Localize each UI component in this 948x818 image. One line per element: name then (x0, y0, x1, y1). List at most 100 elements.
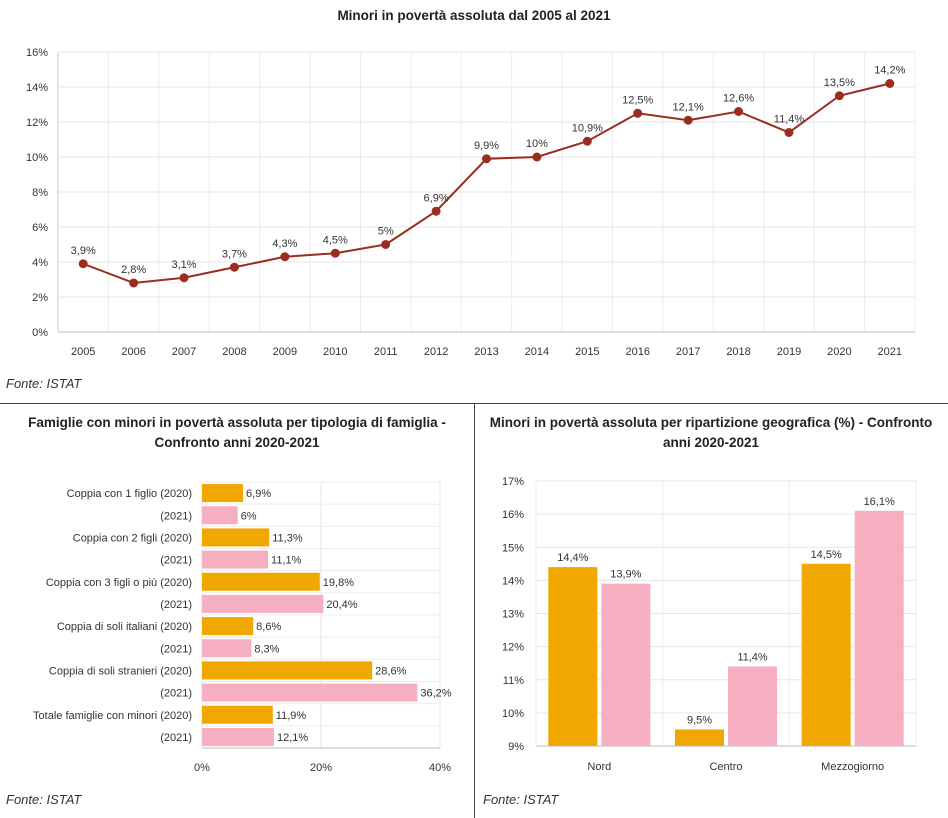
data-point (482, 154, 491, 164)
bar (548, 567, 598, 746)
bar (801, 563, 851, 746)
data-label: 36,2% (420, 688, 451, 700)
data-label: 4,3% (272, 238, 297, 250)
data-label: 28,6% (375, 665, 406, 677)
category-label: Coppia con 2 figli (2020) (73, 532, 192, 544)
vbar-chart: 9% 10% 11% 12% 13% 14% 15% 16% 17% Nord 14,4% 13,9%… (502, 476, 917, 773)
data-label: 13,9% (610, 569, 641, 581)
data-label: 11,1% (271, 555, 302, 567)
bar (675, 729, 724, 746)
category-label: (2021) (160, 688, 192, 700)
bar (202, 705, 273, 724)
category-label: Coppia di soli italiani (2020) (57, 621, 192, 633)
y-tick-label: 6% (32, 222, 48, 234)
x-tick-label: 2012 (424, 346, 448, 358)
bar (202, 550, 269, 569)
line-chart-source: Fonte: ISTAT (6, 376, 82, 391)
data-label: 12,6% (723, 93, 754, 105)
data-point (885, 79, 895, 88)
vbar-chart-title: Minori in povertà assoluta per ripartizi… (489, 415, 933, 450)
series-line (82, 82, 891, 285)
category-label: (2021) (160, 555, 192, 567)
hbar-chart: 0% 20% 40% Coppia con 1 figlio (2020) 6,9% (2… (33, 481, 452, 774)
data-label: 3,9% (71, 245, 96, 257)
data-point (431, 206, 441, 216)
y-tick-label: 17% (502, 476, 524, 488)
data-point (129, 278, 139, 288)
category-label: Nord (587, 761, 611, 773)
x-tick-label: 2014 (525, 346, 549, 358)
y-tick-label: 16% (502, 509, 524, 521)
data-point (532, 152, 542, 162)
data-label: 2,8% (121, 264, 146, 276)
y-tick-label: 12% (26, 117, 48, 129)
y-tick-label: 10% (502, 708, 524, 720)
vbar-chart-source: Fonte: ISTAT (483, 792, 559, 807)
y-tick-label: 8% (32, 187, 48, 199)
data-point (381, 240, 391, 249)
data-label: 5% (378, 226, 394, 238)
data-point (330, 248, 340, 258)
x-tick-label: 2018 (726, 346, 750, 358)
bar (202, 572, 320, 591)
data-point (633, 108, 643, 118)
data-point (280, 252, 290, 262)
y-tick-label: 12% (502, 642, 524, 654)
y-tick-label: 2% (32, 292, 48, 304)
category-label: Coppia con 1 figlio (2020) (67, 488, 192, 500)
data-label: 12,5% (622, 94, 653, 106)
y-tick-label: 13% (502, 609, 524, 621)
bar (202, 617, 254, 636)
category-label: Coppia di soli stranieri (2020) (49, 665, 192, 677)
bar (601, 583, 651, 746)
data-label: 3,1% (171, 259, 196, 271)
x-tick-label: 2015 (575, 346, 599, 358)
data-label: 6% (241, 510, 257, 522)
x-tick-label: 2011 (374, 346, 398, 358)
bar (202, 683, 418, 702)
y-tick-label: 10% (26, 152, 48, 164)
data-label: 3,7% (222, 248, 247, 260)
data-point (683, 115, 693, 125)
bar (728, 666, 777, 746)
y-tick-label: 16% (26, 47, 48, 59)
x-tick-label: 2008 (222, 346, 246, 358)
data-point (734, 107, 744, 116)
category-label: Mezzogiorno (821, 761, 884, 773)
category-label: (2021) (160, 599, 192, 611)
x-tick-label: 0% (194, 762, 210, 774)
data-label: 20,4% (326, 599, 357, 611)
y-tick-label: 15% (502, 542, 524, 554)
data-label: 14,5% (811, 549, 842, 561)
x-tick-label: 40% (429, 762, 451, 774)
category-label: (2021) (160, 643, 192, 655)
data-label: 10% (526, 138, 548, 150)
data-label: 19,8% (323, 577, 354, 589)
data-label: 6,9% (424, 192, 449, 204)
category-label: (2021) (160, 732, 192, 744)
data-point (784, 128, 794, 137)
bar (202, 594, 324, 613)
data-label: 12,1% (277, 732, 308, 744)
data-point (582, 136, 592, 146)
y-tick-label: 0% (32, 327, 48, 339)
x-tick-label: 2007 (172, 346, 196, 358)
data-label: 8,3% (254, 643, 279, 655)
bar (202, 639, 252, 658)
data-label: 13,5% (824, 77, 855, 89)
bar (202, 528, 270, 547)
bar (202, 661, 373, 680)
data-label: 10,9% (572, 122, 603, 134)
data-label: 11,3% (272, 532, 303, 544)
data-label: 14,2% (874, 65, 905, 77)
x-tick-label: 2010 (323, 346, 347, 358)
data-label: 8,6% (256, 621, 281, 633)
bar (202, 484, 244, 503)
data-label: 16,1% (864, 496, 895, 508)
line-chart: 0% 2% 4% 6% 8% 10% 12% 14% 16% 2005 2006 2007 2008 20… (26, 47, 916, 358)
y-tick-label: 11% (503, 675, 524, 687)
data-label: 4,5% (323, 234, 348, 246)
data-label: 12,1% (673, 101, 704, 113)
data-label: 11,4% (774, 114, 805, 126)
category-label: Centro (709, 761, 742, 773)
